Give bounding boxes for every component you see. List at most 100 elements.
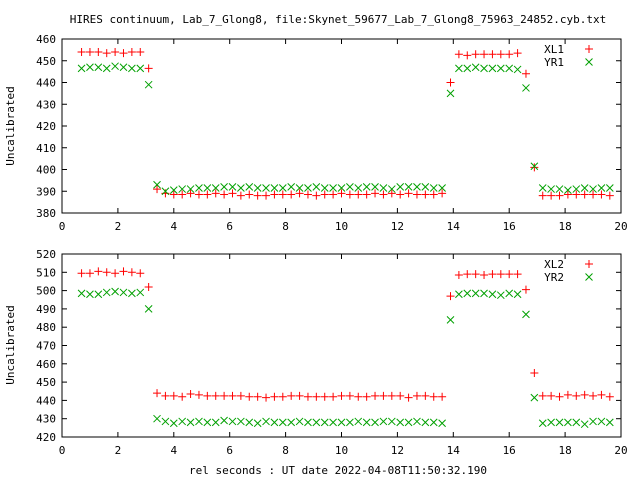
top-xl1-point	[236, 191, 245, 200]
top-legend-label-yr1: YR1	[544, 56, 564, 69]
bottom-legend-marker-yr2	[585, 273, 593, 281]
bottom-yr2-point	[496, 291, 505, 300]
top-x-tick-label: 20	[614, 220, 627, 233]
top-legend-label-xl1: XL1	[544, 43, 564, 56]
bottom-yr2-point	[513, 290, 522, 299]
top-x-tick-label: 6	[226, 220, 233, 233]
bottom-yr2-point	[178, 417, 187, 426]
bottom-x-tick-label: 10	[335, 444, 348, 457]
bottom-yr2-point	[312, 418, 321, 427]
top-yr1-point	[354, 184, 363, 192]
top-x-tick-label: 14	[447, 220, 461, 233]
bottom-xl2-point	[605, 392, 614, 401]
bottom-y-tick-label: 440	[36, 394, 56, 407]
bottom-yr2-point	[295, 417, 304, 426]
top-yr1-point	[605, 184, 614, 192]
bottom-legend-marker-xl2	[585, 260, 593, 268]
bottom-x-tick-label: 16	[503, 444, 516, 457]
bottom-yr2-point	[111, 287, 119, 296]
bottom-yr2-point	[547, 418, 555, 427]
top-xl1-point	[312, 191, 321, 200]
top-x-tick-label: 8	[282, 220, 289, 233]
top-yr1-point	[597, 184, 606, 192]
top-panel: Uncalibrated XL1 YR1 0 2 4 6 8 10 12 14 16 18 20 38…	[4, 33, 628, 233]
top-yr1-point	[522, 84, 530, 92]
top-yr1-point	[278, 184, 287, 192]
bottom-yr2-point	[237, 417, 245, 426]
bottom-xl2-point	[345, 391, 354, 400]
bottom-yr2-point	[446, 316, 455, 324]
chart-title: HIRES continuum, Lab_7_Glong8, file:Skyn…	[70, 13, 606, 26]
top-xl1-point	[488, 50, 497, 59]
bottom-yr2-point	[413, 417, 421, 426]
top-yr1-point	[220, 183, 228, 191]
top-yr1-point	[203, 184, 212, 192]
bottom-xl2-point	[589, 391, 598, 400]
top-xl1-point	[362, 190, 371, 199]
bottom-yr2-point	[220, 416, 228, 425]
bottom-yr2-point	[203, 418, 212, 427]
bottom-xl2-point	[563, 390, 572, 399]
top-xl1-point	[354, 190, 363, 199]
top-yr1-point	[312, 183, 321, 191]
bottom-xl2-point	[287, 391, 296, 400]
top-yr1-point	[178, 185, 187, 193]
bottom-yr2-point	[522, 310, 530, 319]
bottom-xl2-point	[320, 392, 329, 401]
bottom-xl2-point	[295, 391, 304, 400]
bottom-y-tick-label: 430	[36, 413, 56, 426]
bottom-yr2-point	[346, 418, 354, 427]
bottom-yr2-point	[287, 418, 296, 427]
top-yr1-point	[304, 184, 312, 192]
bottom-yr2-point	[94, 290, 103, 299]
bottom-yr2-point	[379, 417, 388, 426]
bottom-yr2-point	[354, 417, 363, 426]
top-x-tick-label: 18	[558, 220, 571, 233]
top-xl1-point	[203, 190, 212, 199]
top-yr1-point	[538, 184, 547, 192]
bottom-xl2-point	[446, 292, 455, 301]
bottom-y-tick-label: 520	[36, 248, 56, 261]
bottom-xl2-point	[253, 392, 262, 401]
bottom-yr2-point	[153, 414, 161, 423]
bottom-yr2-point	[253, 419, 262, 428]
bottom-xl2-point	[136, 269, 145, 278]
top-xl1-point	[505, 50, 514, 59]
bottom-plot-frame	[61, 253, 622, 438]
top-xl1-point	[597, 190, 606, 199]
top-yr1-point	[337, 184, 346, 192]
bottom-xl2-point	[119, 267, 128, 276]
bottom-yr2-point	[136, 288, 145, 297]
bottom-xl2-point	[404, 393, 413, 402]
top-yr1-point	[513, 65, 522, 74]
bottom-yr2-point	[429, 418, 438, 427]
bottom-xl2-point	[236, 391, 245, 400]
top-xl1-point	[555, 191, 564, 200]
top-xl1-point	[228, 189, 237, 198]
top-xl1-point	[136, 48, 145, 57]
top-xl1-point	[153, 185, 162, 194]
bottom-x-tick-label: 0	[59, 444, 66, 457]
top-legend-marker-yr1	[585, 58, 593, 66]
bottom-x-tick-label: 12	[391, 444, 404, 457]
top-yr1-point	[463, 64, 472, 73]
bottom-xl2-point	[429, 392, 438, 401]
top-xl1-point	[412, 190, 421, 199]
bottom-xl2-point	[480, 271, 489, 280]
bottom-yr2-point	[572, 418, 581, 427]
bottom-xl2-point	[387, 391, 396, 400]
top-yr1-point	[228, 183, 237, 191]
top-y-tick-label: 390	[36, 185, 56, 198]
top-xl1-point	[111, 48, 120, 57]
top-yr1-point	[496, 64, 505, 73]
bottom-yr2-point	[421, 418, 430, 427]
bottom-xl2-point	[329, 392, 338, 401]
top-yr1-point	[555, 185, 564, 193]
bottom-xl2-point	[245, 392, 254, 401]
bottom-xl2-point	[505, 270, 514, 279]
top-yr1-point	[111, 62, 119, 71]
bottom-xl2-point	[278, 392, 287, 401]
top-xl1-point	[446, 78, 455, 87]
top-xl1-point	[429, 190, 438, 199]
bottom-xl2-point	[555, 392, 564, 401]
